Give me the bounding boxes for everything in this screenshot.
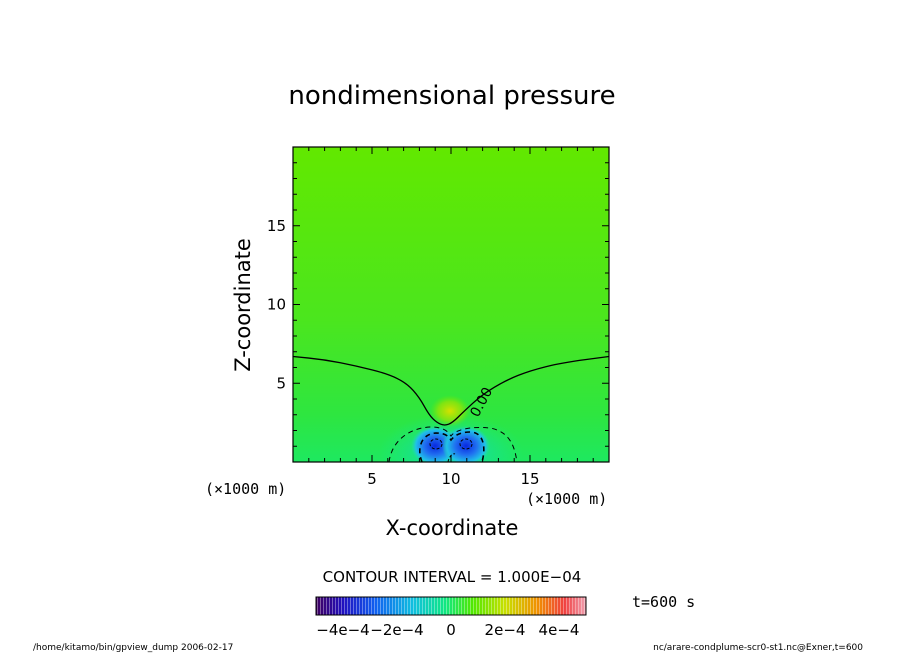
plot-area: 0.00 <box>293 147 609 462</box>
colorbar-tick-label: 0 <box>446 621 456 639</box>
time-label: t=600 s <box>632 593 695 611</box>
footer-left: /home/kitamo/bin/gpview_dump 2006-02-17 <box>33 643 233 653</box>
zero-contour-line <box>293 355 609 426</box>
x-axis-unit: (×1000 m) <box>526 490 607 508</box>
outer-negative-contour <box>388 426 518 462</box>
y-tick-label: 5 <box>276 374 286 392</box>
y-axis-label: Z-coordinate <box>231 238 255 372</box>
inner-negative-contour <box>419 431 485 462</box>
x-axis-ticks <box>308 147 594 462</box>
y-axis-ticks <box>293 162 609 447</box>
colorbar-tick-label: 4e−4 <box>539 621 580 639</box>
x-tick-label: 5 <box>367 470 377 488</box>
colorbar-frame <box>315 596 587 616</box>
y-axis-unit: (×1000 m) <box>205 480 286 498</box>
colorbar-tick-labels: −4e−4 −2e−4 0 2e−4 4e−4 <box>316 621 579 639</box>
colorbar: −4e−4 −2e−4 0 2e−4 4e−4 <box>315 596 587 639</box>
x-tick-label: 10 <box>441 470 460 488</box>
colorbar-stripes <box>316 597 586 615</box>
colorbar-tick-label: −4e−4 <box>316 621 369 639</box>
chart-title: nondimensional pressure <box>288 81 615 111</box>
colorbar-tick-label: −2e−4 <box>370 621 423 639</box>
y-tick-label: 15 <box>267 217 286 235</box>
min-contour-right <box>459 438 473 450</box>
min-contour-left <box>429 438 443 450</box>
yellow-anomaly <box>430 395 470 427</box>
footer-right: nc/arare-condplume-scr0-st1.nc@Exner,t=6… <box>653 643 863 653</box>
contour-interval: CONTOUR INTERVAL = 1.000E−04 <box>323 568 582 586</box>
colorbar-tick-label: 2e−4 <box>485 621 526 639</box>
y-axis-tick-labels: 5 10 15 <box>267 217 286 393</box>
x-axis-tick-labels: 5 10 15 <box>367 470 539 488</box>
x-tick-label: 15 <box>520 470 539 488</box>
y-tick-label: 10 <box>267 296 286 314</box>
x-axis-label: X-coordinate <box>386 516 519 540</box>
